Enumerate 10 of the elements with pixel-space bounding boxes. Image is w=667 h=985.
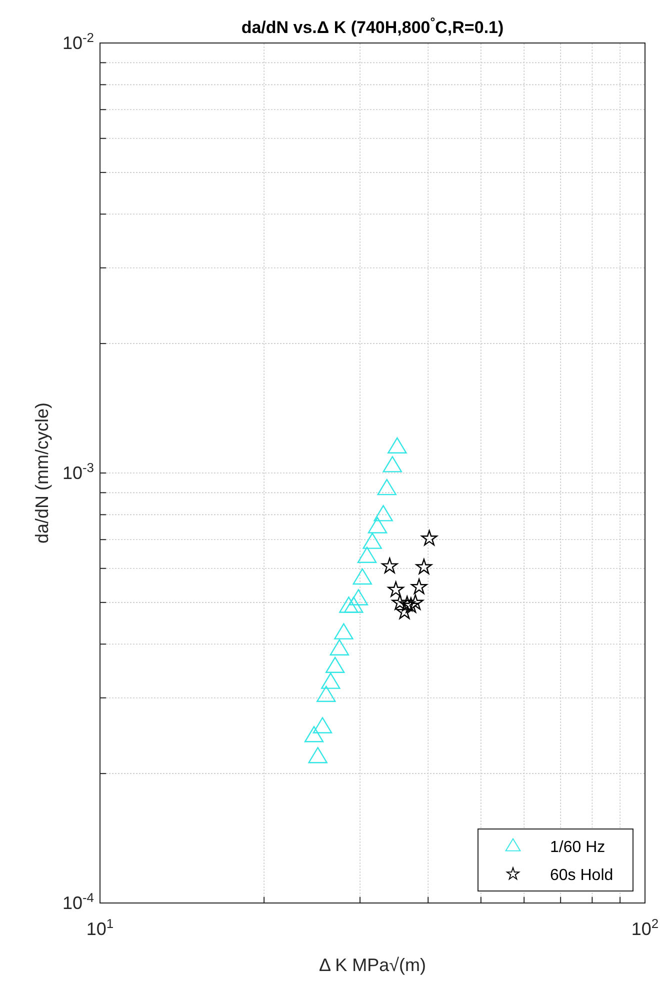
y-tick-label: 10$^{-2}$ (62, 30, 94, 53)
x-axis-title: Δ K MPa√(m) (319, 955, 426, 975)
x-tick-label: 10$^{2}$ (631, 916, 659, 939)
y-axis-title: da/dN (mm/cycle) (32, 402, 52, 544)
legend-label: 60s Hold (550, 867, 614, 884)
chart-title: da/dN vs.Δ K (740H,800$^{°}$C,R=0.1) (241, 15, 504, 37)
y-tick-label: 10$^{-4}$ (62, 890, 94, 913)
x-tick-label: 10$^{1}$ (86, 916, 114, 939)
y-tick-label: 10$^{-3}$ (62, 460, 94, 483)
legend-label: 1/60 Hz (550, 839, 606, 856)
